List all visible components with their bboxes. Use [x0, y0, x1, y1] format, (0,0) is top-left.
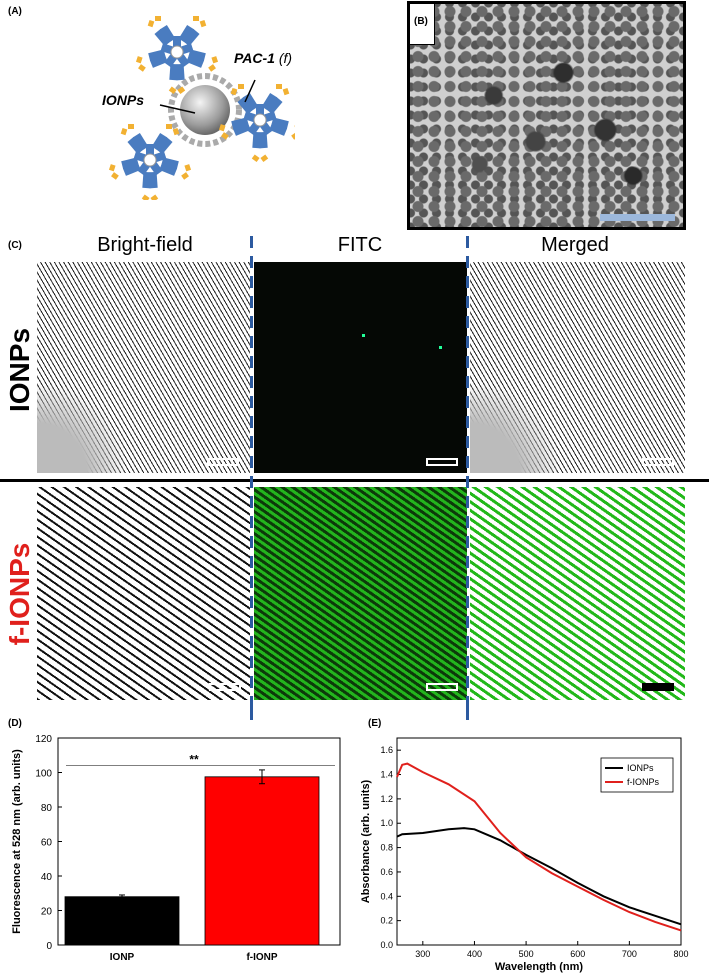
scale-bar	[209, 683, 241, 691]
y-axis-label: Absorbance (arb. units)	[360, 779, 372, 903]
scale-bar	[642, 458, 674, 466]
panel-d-label: (D)	[8, 718, 22, 729]
y-tick-label: 1.2	[380, 794, 393, 804]
y-tick-label: 100	[35, 769, 52, 780]
x-tick-label: 500	[519, 949, 534, 959]
y-tick-label: 80	[41, 803, 53, 814]
y-axis-label: Fluorescence at 528 nm (arb. units)	[11, 749, 23, 934]
series-line-f-ionps	[396, 762, 682, 932]
nanoparticle-texture	[410, 4, 683, 227]
y-tick-label: 1.6	[380, 745, 393, 755]
y-tick-label: 0	[46, 941, 52, 952]
bar-ionp	[64, 896, 180, 946]
pac1-callout: PAC-1 (f)	[234, 50, 292, 66]
scale-bar	[207, 458, 239, 466]
x-tick-label: 700	[622, 949, 637, 959]
panel-b-label: (B)	[414, 16, 428, 27]
column-separator-2	[466, 236, 469, 716]
legend-entry: IONPs	[627, 763, 654, 773]
row-label-f-ionps: f-IONPs	[4, 542, 35, 646]
fluorescence-bar-chart: 0 20 40 60 80 100 120 ** IONP f-IONP Fluorescence …	[11, 734, 341, 963]
y-tick-label: 40	[41, 872, 53, 883]
legend-entry: f-IONPs	[627, 777, 660, 787]
column-header-bright-field: Bright-field	[97, 234, 193, 256]
x-tick-label: 800	[673, 949, 688, 959]
antibody-nanoparticle-schematic	[108, 16, 295, 200]
x-axis-label: Wavelength (nm)	[495, 961, 584, 973]
scale-bar	[426, 683, 458, 691]
y-tick-label: 20	[41, 907, 53, 918]
ionps-bright-field-image	[37, 262, 250, 473]
f-ionps-bright-field-image	[37, 487, 250, 700]
y-tick-label: 0.0	[380, 940, 393, 950]
y-tick-label: 1.0	[380, 818, 393, 828]
column-header-fitc: FITC	[337, 234, 383, 256]
panel-c-label: (C)	[8, 240, 22, 251]
y-tick-label: 120	[35, 734, 52, 745]
y-tick-label: 1.4	[380, 770, 393, 780]
bar-f-ionp	[204, 776, 320, 946]
panel-e-label: (E)	[368, 718, 382, 729]
row-divider	[0, 479, 709, 482]
y-tick-label: 0.6	[380, 867, 393, 877]
scale-bar	[426, 458, 458, 466]
panel-b-label-box	[410, 4, 435, 45]
series-line-ionps	[396, 827, 682, 926]
pac1-suffix: (f)	[278, 50, 293, 66]
absorbance-line-chart: 0.0 0.2 0.4 0.6 0.8 1.0 1.2 1.4 1.6 300 400 500 600 7…	[360, 737, 689, 973]
y-tick-label: 0.4	[380, 891, 393, 901]
scale-bar	[600, 214, 675, 221]
x-tick-label: 600	[570, 949, 585, 959]
x-category-label: IONP	[110, 952, 135, 963]
ionps-fitc-image	[254, 262, 467, 473]
ionps-callout: IONPs	[102, 92, 145, 108]
y-tick-label: 0.2	[380, 916, 393, 926]
significance-label: **	[189, 753, 199, 767]
column-separator-1	[250, 236, 253, 716]
pac1-label: PAC-1	[234, 50, 275, 66]
ionps-merged-image	[470, 262, 685, 473]
panel-a-label: (A)	[8, 6, 22, 17]
x-category-label: f-IONP	[246, 952, 277, 963]
x-tick-label: 300	[415, 949, 430, 959]
y-tick-label: 0.8	[380, 843, 393, 853]
x-tick-label: 400	[467, 949, 482, 959]
legend	[600, 757, 674, 793]
f-ionps-fitc-image	[254, 487, 467, 700]
scale-bar	[642, 683, 674, 691]
f-ionps-merged-image	[470, 487, 685, 700]
y-tick-label: 60	[41, 838, 53, 849]
column-header-merged: Merged	[541, 234, 609, 256]
row-label-ionps: IONPs	[4, 327, 35, 413]
tem-image: (B)	[407, 1, 686, 230]
plot-frame	[396, 737, 682, 946]
